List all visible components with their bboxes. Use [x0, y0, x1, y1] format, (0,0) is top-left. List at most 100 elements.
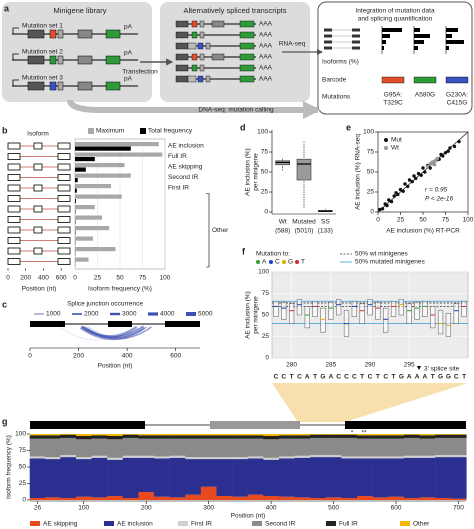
exon	[191, 53, 198, 61]
bar-segment	[29, 435, 46, 439]
point	[406, 184, 410, 189]
sequence-letter: A	[305, 374, 310, 381]
count-label: (588)	[275, 228, 290, 235]
polya-label: AAA	[259, 76, 273, 83]
y-tick-label: 100	[363, 129, 374, 136]
point	[423, 170, 427, 174]
isoform-icon-exon	[324, 40, 332, 44]
legend-marker	[384, 146, 388, 150]
bar	[75, 205, 95, 210]
box	[288, 303, 295, 324]
exon	[191, 31, 198, 39]
axis-label: Isoform frequency (%)	[6, 435, 13, 499]
exon	[187, 75, 197, 83]
bar-segment	[75, 439, 92, 458]
exon	[239, 53, 255, 61]
panel-label: d	[240, 122, 246, 132]
exon	[175, 31, 189, 39]
legend-label: AE skipping	[43, 521, 78, 528]
bar-segment	[341, 437, 358, 457]
bar-segment	[29, 438, 46, 457]
exon	[77, 29, 93, 39]
y-tick-label: 0	[370, 209, 374, 216]
axis-label: AE inclusion (%)	[245, 291, 252, 339]
x-tick-label: 290	[365, 362, 376, 369]
legend-label: 50% wt minigenes	[355, 251, 408, 258]
x-tick-label: 300	[203, 505, 214, 512]
bar-segment	[294, 497, 311, 500]
bar-segment	[310, 434, 327, 435]
gene-exon	[210, 421, 300, 429]
bar-segment	[357, 456, 373, 459]
dnaseq-label: DNA-seq: mutation calling	[198, 107, 274, 114]
panel-label: g	[2, 416, 8, 426]
exon	[239, 64, 255, 72]
bar-segment	[154, 435, 170, 439]
legend-swatch	[30, 521, 40, 526]
x-tick-label: 25	[94, 275, 102, 282]
bar-segment	[278, 434, 295, 436]
bar-segment	[278, 435, 295, 439]
bar-segment	[450, 434, 467, 435]
polya-label: AAA	[259, 21, 273, 28]
sequence-letter: C	[281, 374, 286, 381]
junction-arc	[59, 326, 135, 341]
box	[351, 300, 357, 317]
x-tick-label: 75	[139, 275, 147, 282]
sequence-letter: C	[336, 374, 341, 381]
splice-site-label: 3' splice site	[424, 366, 460, 373]
exon	[211, 53, 225, 61]
point	[433, 159, 438, 163]
exon	[175, 53, 189, 61]
isoform-exon	[33, 163, 43, 171]
bar-segment	[341, 434, 358, 435]
exon	[197, 42, 204, 50]
bar-segment	[372, 458, 389, 498]
bar-segment	[29, 434, 46, 436]
mini-bar	[382, 46, 384, 50]
x-tick-label: 295	[404, 362, 415, 369]
barcode-swatch	[381, 76, 405, 84]
exon	[175, 75, 189, 83]
bar	[75, 173, 131, 178]
box	[406, 303, 412, 324]
bar-segment	[154, 496, 170, 500]
x-tick-label: 100	[160, 275, 171, 282]
bar-segment	[278, 456, 295, 459]
bar-segment	[372, 438, 389, 457]
group-bracket	[206, 193, 210, 268]
sequence-letter: T	[313, 374, 317, 381]
sequence-letter: T	[431, 374, 435, 381]
gene-exon	[345, 421, 466, 429]
bar-segment	[44, 459, 61, 498]
legend-label: 2000	[84, 311, 99, 318]
legend-title: Mutation to:	[256, 251, 290, 258]
bar-segment	[325, 437, 342, 456]
bar-segment	[75, 435, 92, 440]
bar-segment	[341, 498, 358, 500]
isoform-exon	[7, 142, 21, 150]
pa-label: pA	[124, 76, 133, 83]
bar-segment	[232, 434, 248, 436]
point	[385, 203, 389, 208]
box-title: Integration of mutation data	[355, 8, 435, 15]
bar-segment	[372, 456, 389, 459]
gene-exon	[165, 321, 200, 327]
bar-segment	[419, 435, 436, 439]
bar-segment	[403, 455, 420, 458]
y-tick-label: 25	[262, 333, 270, 340]
y-tick-label: 25	[19, 480, 27, 487]
bar-segment	[107, 457, 124, 460]
sequence-letter: T	[290, 374, 294, 381]
y-tick-label: 75	[367, 149, 375, 156]
bar-segment	[169, 497, 186, 500]
exon	[77, 55, 93, 65]
bar-segment	[122, 437, 139, 456]
box	[422, 300, 428, 317]
bar-segment	[216, 496, 233, 500]
junction-arc	[85, 326, 147, 338]
bar-segment	[419, 455, 436, 458]
axis-label: AE inclusion (%) RT-PCR	[386, 228, 460, 235]
x-tick-label: 50	[116, 275, 124, 282]
bar-segment	[60, 457, 77, 499]
